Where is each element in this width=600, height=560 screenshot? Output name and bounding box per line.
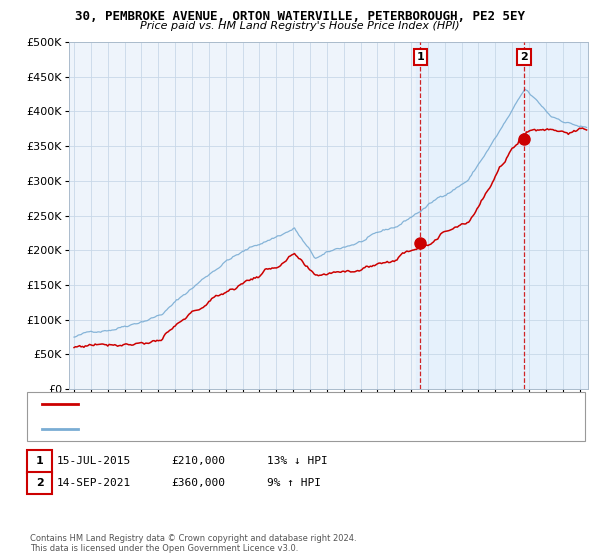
Text: 1: 1 (36, 456, 43, 466)
Text: Contains HM Land Registry data © Crown copyright and database right 2024.
This d: Contains HM Land Registry data © Crown c… (30, 534, 356, 553)
Text: £360,000: £360,000 (171, 478, 225, 488)
Text: 14-SEP-2021: 14-SEP-2021 (57, 478, 131, 488)
Text: 2: 2 (520, 52, 528, 62)
Text: 30, PEMBROKE AVENUE, ORTON WATERVILLE, PETERBOROUGH, PE2 5EY: 30, PEMBROKE AVENUE, ORTON WATERVILLE, P… (75, 10, 525, 23)
Text: 13% ↓ HPI: 13% ↓ HPI (267, 456, 328, 466)
Bar (416, 42, 588, 389)
Text: 30, PEMBROKE AVENUE, ORTON WATERVILLE, PETERBOROUGH, PE2 5EY (detached hou: 30, PEMBROKE AVENUE, ORTON WATERVILLE, P… (87, 400, 485, 409)
Text: £210,000: £210,000 (171, 456, 225, 466)
Text: HPI: Average price, detached house, City of Peterborough: HPI: Average price, detached house, City… (87, 424, 388, 433)
Text: 15-JUL-2015: 15-JUL-2015 (57, 456, 131, 466)
Text: 9% ↑ HPI: 9% ↑ HPI (267, 478, 321, 488)
Text: 2: 2 (36, 478, 43, 488)
Text: 1: 1 (416, 52, 424, 62)
Text: Price paid vs. HM Land Registry's House Price Index (HPI): Price paid vs. HM Land Registry's House … (140, 21, 460, 31)
